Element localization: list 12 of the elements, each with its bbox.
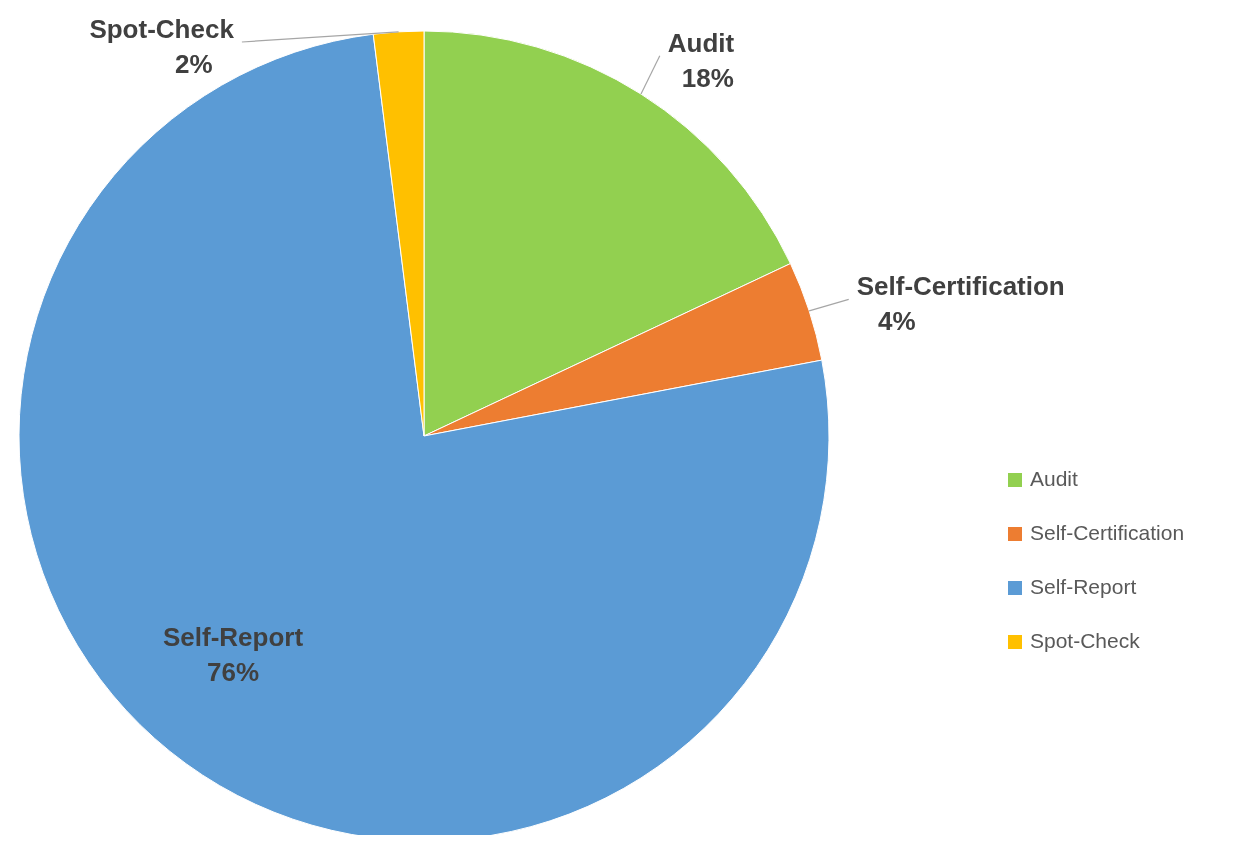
legend-label: Self-Certification [1030,521,1185,544]
slice-label: Audit [667,27,735,58]
slice-label: Spot-Check [89,14,235,44]
slice-label: Self-Certification [856,271,1065,302]
data-label: 18% [681,62,734,93]
legend-label: Audit [1030,467,1079,490]
legend-label: Self-Report [1030,575,1137,598]
slice-label: Self-Report [163,622,304,653]
data-label: 4% [877,306,916,337]
data-label: 76% [207,657,260,688]
data-label: 2% [175,49,213,80]
legend-label: Spot-Check [1030,629,1141,652]
